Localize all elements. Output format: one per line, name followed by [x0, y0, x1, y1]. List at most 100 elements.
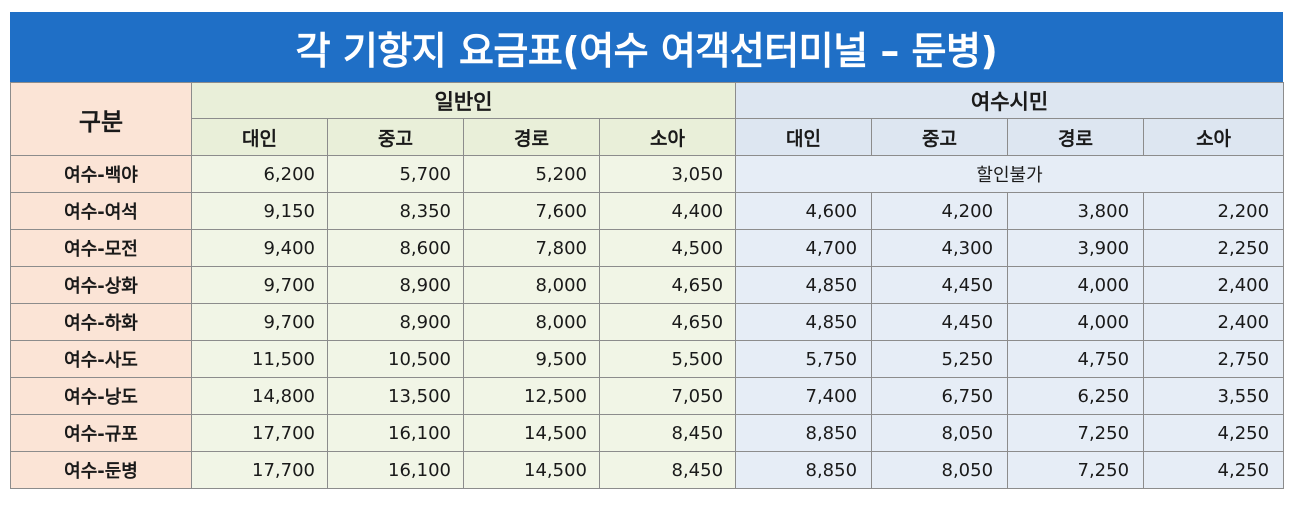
table-row: 여수-규포 17,700 16,100 14,500 8,450 8,850 8…	[10, 414, 1285, 452]
table-row: 여수-모전 9,400 8,600 7,800 4,500 4,700 4,30…	[10, 229, 1285, 267]
fare-cell: 2,400	[1143, 303, 1285, 341]
fare-cell: 5,200	[463, 155, 600, 193]
table-row: 여수-사도 11,500 10,500 9,500 5,500 5,750 5,…	[10, 340, 1285, 378]
fare-cell: 3,900	[1007, 229, 1145, 267]
fare-cell: 4,700	[735, 229, 873, 267]
fare-cell: 8,850	[735, 414, 873, 452]
fare-cell: 7,050	[598, 377, 737, 415]
fare-cell: 10,500	[327, 340, 464, 378]
route-cell: 여수-여석	[10, 192, 192, 230]
table-row: 여수-백야 6,200 5,700 5,200 3,050 할인불가	[10, 155, 1285, 193]
resident-adult-header: 대인	[735, 118, 873, 156]
fare-cell: 4,250	[1143, 414, 1285, 452]
fare-cell: 5,700	[327, 155, 464, 193]
resident-senior-header: 경로	[1007, 118, 1145, 156]
fare-cell: 9,700	[191, 266, 328, 304]
fare-cell: 8,600	[327, 229, 464, 267]
fare-cell: 5,500	[598, 340, 737, 378]
fare-cell: 4,650	[598, 266, 737, 304]
route-cell: 여수-모전	[10, 229, 192, 267]
route-cell: 여수-사도	[10, 340, 192, 378]
fare-cell: 8,050	[871, 451, 1009, 489]
fare-cell: 11,500	[191, 340, 328, 378]
fare-cell: 2,400	[1143, 266, 1285, 304]
fare-cell: 3,550	[1143, 377, 1285, 415]
fare-cell: 17,700	[191, 451, 328, 489]
fare-cell: 16,100	[327, 451, 464, 489]
fare-cell: 5,250	[871, 340, 1009, 378]
fare-cell: 2,200	[1143, 192, 1285, 230]
fare-cell: 8,000	[463, 303, 600, 341]
fare-cell: 8,900	[327, 266, 464, 304]
fare-cell: 6,250	[1007, 377, 1145, 415]
table-row: 여수-하화 9,700 8,900 8,000 4,650 4,850 4,45…	[10, 303, 1285, 341]
general-child-header: 소아	[598, 118, 737, 156]
fare-cell: 4,300	[871, 229, 1009, 267]
fare-cell: 8,450	[598, 451, 737, 489]
fare-cell: 4,850	[735, 303, 873, 341]
fare-cell: 2,750	[1143, 340, 1285, 378]
route-cell: 여수-상화	[10, 266, 192, 304]
fare-cell: 9,400	[191, 229, 328, 267]
fare-cell: 8,000	[463, 266, 600, 304]
fare-cell: 5,750	[735, 340, 873, 378]
no-discount-cell: 할인불가	[735, 155, 1285, 193]
fare-cell: 4,850	[735, 266, 873, 304]
route-cell: 여수-낭도	[10, 377, 192, 415]
fare-cell: 16,100	[327, 414, 464, 452]
fare-cell: 12,500	[463, 377, 600, 415]
fare-cell: 9,150	[191, 192, 328, 230]
fare-cell: 14,800	[191, 377, 328, 415]
route-cell: 여수-백야	[10, 155, 192, 193]
fare-cell: 7,600	[463, 192, 600, 230]
route-cell: 여수-규포	[10, 414, 192, 452]
fare-cell: 4,450	[871, 303, 1009, 341]
route-cell: 여수-둔병	[10, 451, 192, 489]
fare-cell: 17,700	[191, 414, 328, 452]
table-row: 여수-상화 9,700 8,900 8,000 4,650 4,850 4,45…	[10, 266, 1285, 304]
general-group-header: 일반인	[190, 82, 737, 119]
fare-cell: 13,500	[327, 377, 464, 415]
fare-cell: 7,800	[463, 229, 600, 267]
fare-cell: 4,000	[1007, 266, 1145, 304]
fare-cell: 6,750	[871, 377, 1009, 415]
table-row: 여수-낭도 14,800 13,500 12,500 7,050 7,400 6…	[10, 377, 1285, 415]
fare-cell: 7,400	[735, 377, 873, 415]
fare-cell: 9,500	[463, 340, 600, 378]
fare-cell: 8,350	[327, 192, 464, 230]
fare-cell: 9,700	[191, 303, 328, 341]
fare-cell: 4,450	[871, 266, 1009, 304]
fare-cell: 14,500	[463, 451, 600, 489]
fare-cell: 7,250	[1007, 414, 1145, 452]
gubun-header: 구분	[10, 82, 192, 156]
table-row: 여수-둔병 17,700 16,100 14,500 8,450 8,850 8…	[10, 451, 1285, 489]
general-senior-header: 경로	[463, 118, 600, 156]
fare-cell: 6,200	[191, 155, 328, 193]
fare-table: 구분 일반인 여수시민 대인 중고 경로 소아 대인 중고 경로 소아 여수-백…	[10, 82, 1285, 489]
fare-cell: 4,400	[598, 192, 737, 230]
fare-cell: 8,900	[327, 303, 464, 341]
fare-cell: 8,050	[871, 414, 1009, 452]
fare-cell: 14,500	[463, 414, 600, 452]
fare-cell: 3,050	[598, 155, 737, 193]
fare-cell: 4,600	[735, 192, 873, 230]
resident-youth-header: 중고	[871, 118, 1009, 156]
fare-cell: 4,750	[1007, 340, 1145, 378]
table-row: 여수-여석 9,150 8,350 7,600 4,400 4,600 4,20…	[10, 192, 1285, 230]
fare-cell: 4,250	[1143, 451, 1285, 489]
fare-cell: 2,250	[1143, 229, 1285, 267]
fare-cell: 3,800	[1007, 192, 1145, 230]
fare-cell: 8,850	[735, 451, 873, 489]
resident-child-header: 소아	[1143, 118, 1285, 156]
fare-cell: 4,650	[598, 303, 737, 341]
fare-cell: 4,500	[598, 229, 737, 267]
fare-cell: 4,200	[871, 192, 1009, 230]
general-adult-header: 대인	[191, 118, 328, 156]
resident-group-header: 여수시민	[735, 82, 1285, 119]
general-youth-header: 중고	[327, 118, 464, 156]
fare-cell: 7,250	[1007, 451, 1145, 489]
fare-cell: 8,450	[598, 414, 737, 452]
fare-table-title: 각 기항지 요금표(여수 여객선터미널 – 둔병)	[10, 12, 1283, 82]
route-cell: 여수-하화	[10, 303, 192, 341]
fare-cell: 4,000	[1007, 303, 1145, 341]
